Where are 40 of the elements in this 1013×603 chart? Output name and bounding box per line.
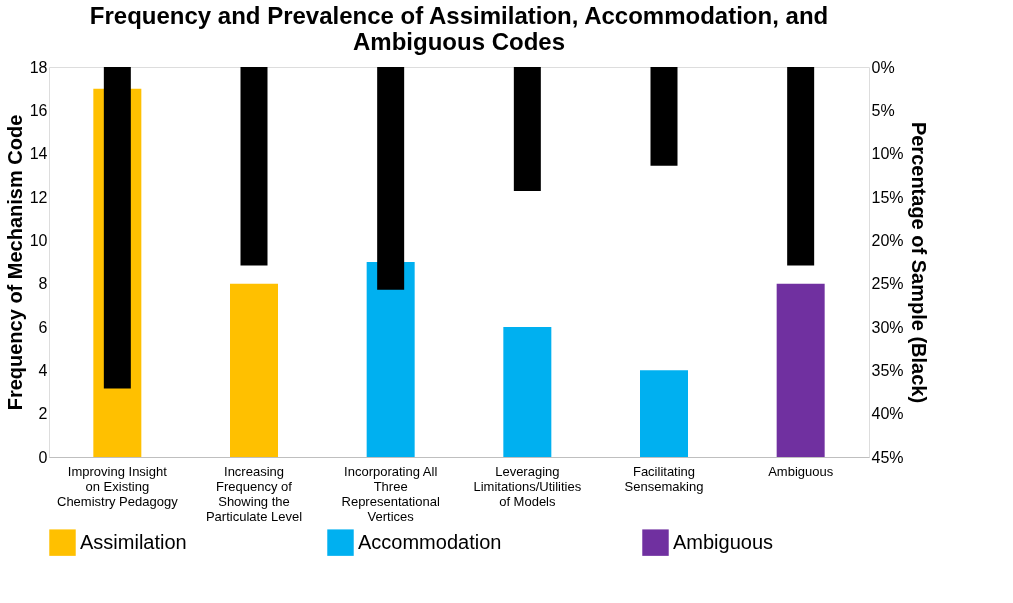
bar — [230, 283, 278, 457]
legend-label: Assimilation — [80, 530, 187, 553]
bar — [513, 67, 541, 191]
x-tick-label: Ambiguous — [768, 463, 834, 479]
y2-tick-label: 25% — [871, 275, 904, 293]
y2-tick-label: 45% — [871, 448, 904, 466]
bar — [776, 283, 825, 457]
y2-tick-label: 30% — [871, 318, 904, 336]
x-tick-label: Increasing Frequency of Showing the Particulate Level — [205, 463, 303, 524]
bar — [640, 370, 688, 457]
y2-tick-label: 20% — [871, 231, 904, 249]
legend-label: Accommodation — [358, 530, 502, 553]
y2-tick-label: 35% — [871, 361, 904, 379]
legend-label: Ambiguous — [673, 530, 774, 553]
y-tick-label: 14 — [29, 145, 48, 163]
x-tick-label: Improving Insight on Existing Chemistry Pedagogy — [57, 463, 179, 509]
bar — [650, 67, 678, 166]
x-tick-label: Leveraging Limitations/Utilities of Models — [473, 463, 582, 509]
x-tick-label: Incorporating All Three Representational Vertices — [341, 463, 440, 524]
y-tick-label: 10 — [29, 231, 48, 249]
y-tick-label: 0 — [38, 448, 48, 466]
bar — [787, 67, 815, 266]
x-tick-label: Facilitating Sensemaking — [624, 463, 704, 494]
y-tick-label: 8 — [38, 275, 48, 293]
y2-tick-label: 5% — [871, 101, 895, 119]
y2-tick-label: 10% — [871, 145, 904, 163]
y-tick-label: 12 — [29, 188, 48, 206]
y2-tick-label: 15% — [871, 188, 904, 206]
bar — [240, 67, 268, 266]
bar — [503, 327, 552, 457]
y-tick-label: 4 — [38, 361, 48, 379]
y2-tick-label: 0% — [871, 58, 895, 76]
y-tick-label: 2 — [38, 405, 48, 423]
y-tick-label: 18 — [29, 58, 48, 76]
y2-axis-title: Percentage of Sample (Black) — [907, 121, 930, 404]
y2-tick-label: 40% — [871, 405, 904, 423]
y-axis-title: Frequency of Mechanism Code — [3, 114, 26, 411]
y-tick-label: 6 — [38, 318, 48, 336]
chart-title: Frequency and Prevalence of Assimilation, Accommodation, and Ambiguous Codes — [89, 2, 829, 55]
y-tick-label: 16 — [29, 101, 48, 119]
